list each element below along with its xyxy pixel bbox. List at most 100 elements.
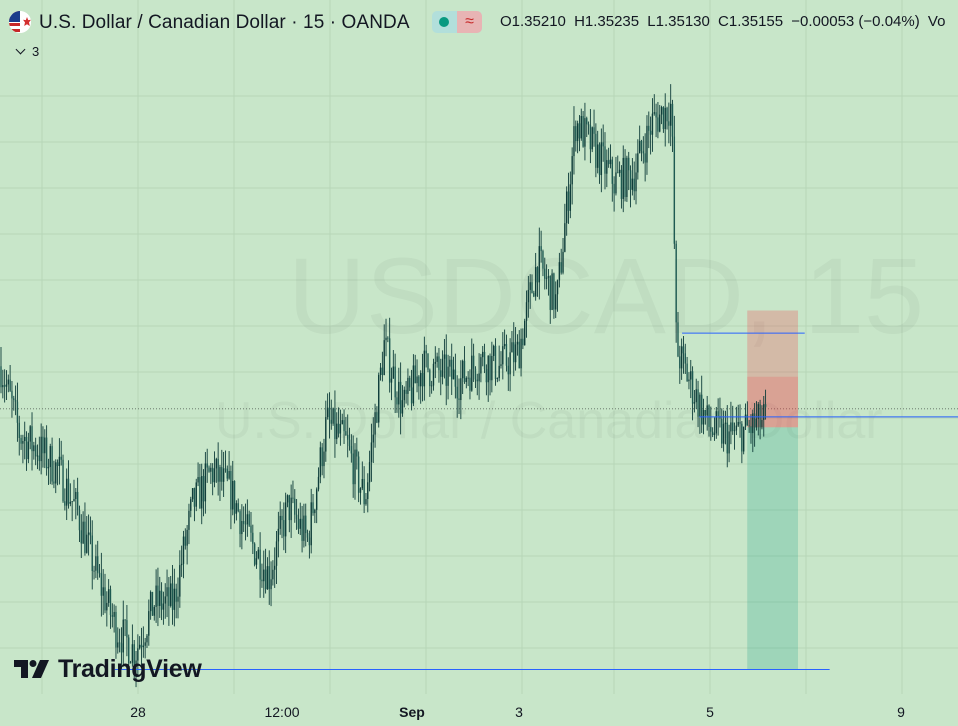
candle-body	[691, 371, 694, 404]
candle-body	[730, 422, 732, 432]
candle-body	[252, 532, 254, 544]
market-status-pill[interactable]: ≈	[432, 11, 482, 33]
candle-body	[206, 463, 208, 468]
candle-body	[429, 369, 431, 387]
candle-body	[503, 343, 506, 347]
candle-body	[724, 422, 727, 424]
candle-body	[14, 399, 17, 402]
candle-body	[502, 346, 504, 365]
candle-body	[155, 585, 157, 607]
candle-body	[684, 353, 686, 364]
indicators-toggle[interactable]: 3	[15, 44, 39, 59]
candle-body	[24, 436, 26, 441]
candle-body	[388, 338, 391, 383]
candle-body	[454, 369, 457, 387]
candle-body	[171, 583, 174, 610]
candle-body	[518, 341, 520, 369]
candle-body	[55, 462, 57, 484]
candle-body	[682, 346, 685, 354]
candle-body	[407, 377, 409, 394]
candle-body	[133, 644, 135, 667]
candle-body	[553, 273, 555, 310]
candle-body	[752, 413, 754, 434]
candle-body	[651, 113, 654, 135]
candle-body	[545, 277, 548, 279]
entry-highlight	[747, 376, 799, 428]
candlestick-series	[0, 84, 767, 688]
candle-body	[175, 588, 177, 602]
candle-body	[513, 342, 515, 363]
tradingview-logo[interactable]: TradingView	[14, 653, 202, 685]
stop-loss-zone[interactable]	[747, 310, 799, 428]
candle-body	[294, 498, 296, 515]
candle-body	[440, 370, 442, 377]
candle-body	[746, 414, 749, 426]
candle-body	[374, 412, 376, 435]
candle-body	[735, 425, 738, 431]
candle-body	[551, 273, 553, 310]
candle-body	[633, 178, 635, 192]
candle-body	[489, 355, 491, 381]
candle-body	[432, 363, 435, 386]
candle-body	[485, 368, 488, 383]
candle-body	[414, 365, 416, 384]
candle-body	[157, 585, 159, 606]
candle-body	[438, 356, 440, 371]
candle-body	[62, 459, 64, 502]
candle-body	[750, 426, 752, 434]
watermark: USDCAD, 15 U.S. Dollar / Canadian Dollar	[215, 235, 924, 450]
candle-body	[87, 532, 90, 535]
candle-body	[297, 519, 300, 529]
candle-body	[607, 160, 610, 165]
candle-body	[22, 440, 24, 444]
candle-body	[434, 361, 436, 364]
candle-body	[648, 125, 650, 131]
position-tool[interactable]	[747, 310, 799, 670]
candle-body	[646, 125, 648, 163]
candle-body	[558, 262, 561, 281]
candle-body	[418, 376, 420, 387]
candle-body	[609, 159, 612, 165]
horizontal-lines[interactable]	[114, 332, 958, 671]
candle-body	[138, 644, 141, 649]
candle-body	[29, 426, 31, 442]
candle-body	[368, 462, 371, 483]
candle-body	[164, 596, 166, 604]
candle-body	[128, 637, 130, 664]
candle-body	[586, 118, 588, 125]
candle-body	[13, 398, 15, 400]
candle-body	[109, 589, 112, 616]
candle-body	[330, 419, 332, 424]
symbol-title[interactable]: U.S. Dollar / Canadian Dollar · 15 · OAN…	[39, 12, 410, 33]
candle-body	[208, 467, 210, 472]
candle-body	[47, 466, 50, 469]
candle-body	[160, 590, 163, 610]
candle-body	[668, 121, 670, 126]
candle-body	[117, 642, 119, 648]
candle-body	[69, 502, 72, 504]
candle-body	[498, 365, 500, 379]
candle-body	[348, 439, 351, 447]
candle-body	[584, 118, 586, 147]
candle-body	[567, 191, 570, 211]
candle-body	[688, 379, 690, 382]
candle-body	[763, 404, 765, 420]
candle-body	[60, 456, 62, 460]
candle-body	[732, 422, 734, 431]
candle-body	[275, 541, 278, 566]
candle-body	[18, 422, 20, 439]
candle-body	[412, 365, 415, 404]
take-profit-zone[interactable]	[747, 427, 799, 670]
candle-body	[492, 345, 495, 356]
candle-body	[573, 126, 575, 157]
candle-body	[722, 423, 725, 444]
candle-body	[701, 394, 703, 425]
candle-body	[126, 620, 128, 638]
candle-body	[624, 157, 626, 198]
candle-body	[89, 532, 92, 536]
candle-body	[146, 635, 148, 643]
candle-body	[367, 482, 369, 500]
candle-body	[642, 151, 645, 154]
